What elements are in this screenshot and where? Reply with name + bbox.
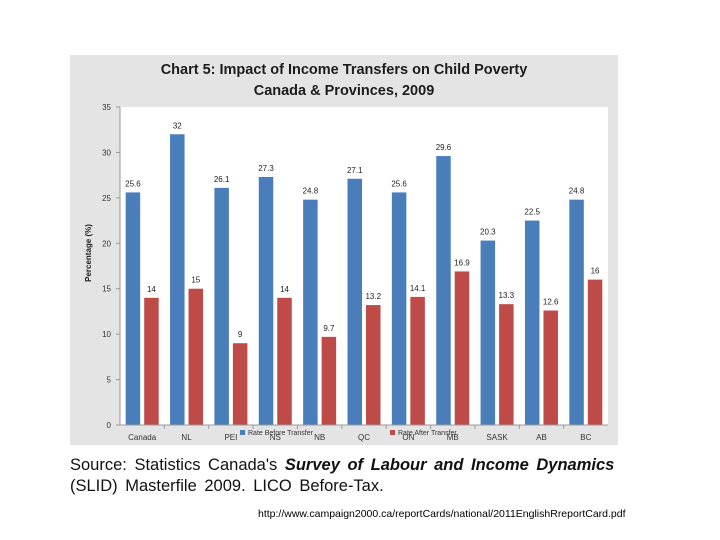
data-label: 26.1 bbox=[214, 175, 230, 184]
source-url[interactable]: http://www.campaign2000.ca/reportCards/n… bbox=[258, 508, 626, 520]
data-label: 13.3 bbox=[499, 291, 515, 300]
x-tick-label: NL bbox=[181, 433, 192, 442]
data-label: 27.1 bbox=[347, 166, 363, 175]
x-tick-label: PEI bbox=[224, 433, 237, 442]
x-tick-label: SASK bbox=[486, 433, 508, 442]
data-label: 29.6 bbox=[436, 143, 452, 152]
bar-after-transfer bbox=[321, 336, 337, 425]
data-label: 15 bbox=[191, 276, 200, 285]
legend-swatch bbox=[240, 430, 245, 435]
bar-before-transfer bbox=[569, 199, 584, 425]
y-tick-label: 30 bbox=[102, 148, 111, 157]
x-tick-label: AB bbox=[536, 433, 547, 442]
bar-after-transfer bbox=[366, 305, 381, 425]
y-axis: 0 5 10 15 20 25 30 35 bbox=[102, 103, 121, 430]
y-tick-label: 0 bbox=[107, 421, 112, 430]
bar-before-transfer bbox=[391, 192, 407, 425]
bar-before-transfer bbox=[524, 220, 540, 425]
y-axis-label: Percentage (%) bbox=[84, 224, 93, 282]
bar-before-transfer bbox=[170, 134, 185, 425]
x-axis: Canada NL PEI NS NB QC ON MB SASK AB BC bbox=[120, 424, 608, 442]
data-label: 14 bbox=[280, 285, 289, 294]
x-tick-label: ON bbox=[402, 433, 414, 442]
legend-swatch bbox=[390, 430, 395, 435]
bar-before-transfer bbox=[436, 156, 451, 425]
source-suffix: (SLID) Masterfile 2009. LICO Before-Tax. bbox=[70, 477, 384, 495]
data-labels: 25.6 14 32 15 26.1 9 27.3 14 24.8 9.7 27.1 13.2 25.6… bbox=[125, 121, 600, 339]
y-tick-label: 15 bbox=[102, 285, 111, 294]
bar-before-transfer bbox=[214, 187, 229, 425]
data-label: 32 bbox=[173, 121, 182, 130]
y-tick-label: 20 bbox=[102, 239, 111, 248]
x-tick-label: MB bbox=[447, 433, 459, 442]
data-label: 25.6 bbox=[125, 179, 141, 188]
x-tick-label: Canada bbox=[128, 433, 157, 442]
source-prefix: Source: Statistics Canada's bbox=[70, 456, 285, 474]
data-label: 25.6 bbox=[391, 179, 407, 188]
chart-subtitle: Canada & Provinces, 2009 bbox=[254, 83, 435, 99]
x-tick-label: NB bbox=[314, 433, 325, 442]
legend-label: Rate Before Transfer bbox=[248, 430, 314, 437]
data-label: 13.2 bbox=[365, 292, 381, 301]
y-tick-label: 5 bbox=[107, 376, 112, 385]
bar-before-transfer bbox=[125, 192, 141, 425]
bar-after-transfer bbox=[587, 279, 603, 425]
bar-after-transfer bbox=[543, 310, 558, 425]
data-label: 9 bbox=[238, 330, 243, 339]
data-label: 24.8 bbox=[569, 187, 585, 196]
x-tick-label: QC bbox=[358, 433, 370, 442]
source-note: Source: Statistics Canada's Survey of La… bbox=[70, 455, 630, 497]
bar-after-transfer bbox=[144, 297, 159, 425]
bar-chart: Chart 5: Impact of Income Transfers on C… bbox=[84, 62, 608, 442]
data-label: 14 bbox=[147, 285, 156, 294]
bar-before-transfer bbox=[303, 199, 318, 425]
bar-before-transfer bbox=[347, 178, 362, 425]
data-label: 24.8 bbox=[303, 187, 319, 196]
legend-label: Rate After Transfer bbox=[398, 430, 457, 437]
bar-after-transfer bbox=[188, 288, 204, 425]
data-label: 20.3 bbox=[480, 228, 496, 237]
bar-after-transfer bbox=[410, 296, 425, 425]
legend: Rate Before Transfer Rate After Transfer bbox=[240, 430, 457, 437]
bars bbox=[125, 134, 603, 425]
data-label: 9.7 bbox=[323, 324, 335, 333]
data-label: 27.3 bbox=[258, 164, 274, 173]
data-label: 12.6 bbox=[543, 298, 559, 307]
y-tick-label: 25 bbox=[102, 194, 111, 203]
data-label: 16 bbox=[591, 267, 600, 276]
data-label: 14.1 bbox=[410, 284, 426, 293]
x-tick-label: NS bbox=[270, 433, 281, 442]
x-tick-label: BC bbox=[580, 433, 591, 442]
y-tick-label: 35 bbox=[102, 103, 111, 112]
bar-before-transfer bbox=[480, 240, 496, 425]
bar-before-transfer bbox=[258, 176, 274, 425]
data-label: 16.9 bbox=[454, 258, 470, 267]
chart-panel: Chart 5: Impact of Income Transfers on C… bbox=[70, 55, 618, 445]
data-label: 22.5 bbox=[524, 208, 540, 217]
source-survey-name: Survey of Labour and Income Dynamics bbox=[284, 456, 615, 474]
y-tick-label: 10 bbox=[102, 330, 111, 339]
chart-title: Chart 5: Impact of Income Transfers on C… bbox=[161, 62, 528, 78]
bar-after-transfer bbox=[277, 297, 292, 425]
bar-after-transfer bbox=[232, 343, 248, 425]
bar-after-transfer bbox=[499, 304, 514, 425]
bar-after-transfer bbox=[454, 271, 470, 425]
